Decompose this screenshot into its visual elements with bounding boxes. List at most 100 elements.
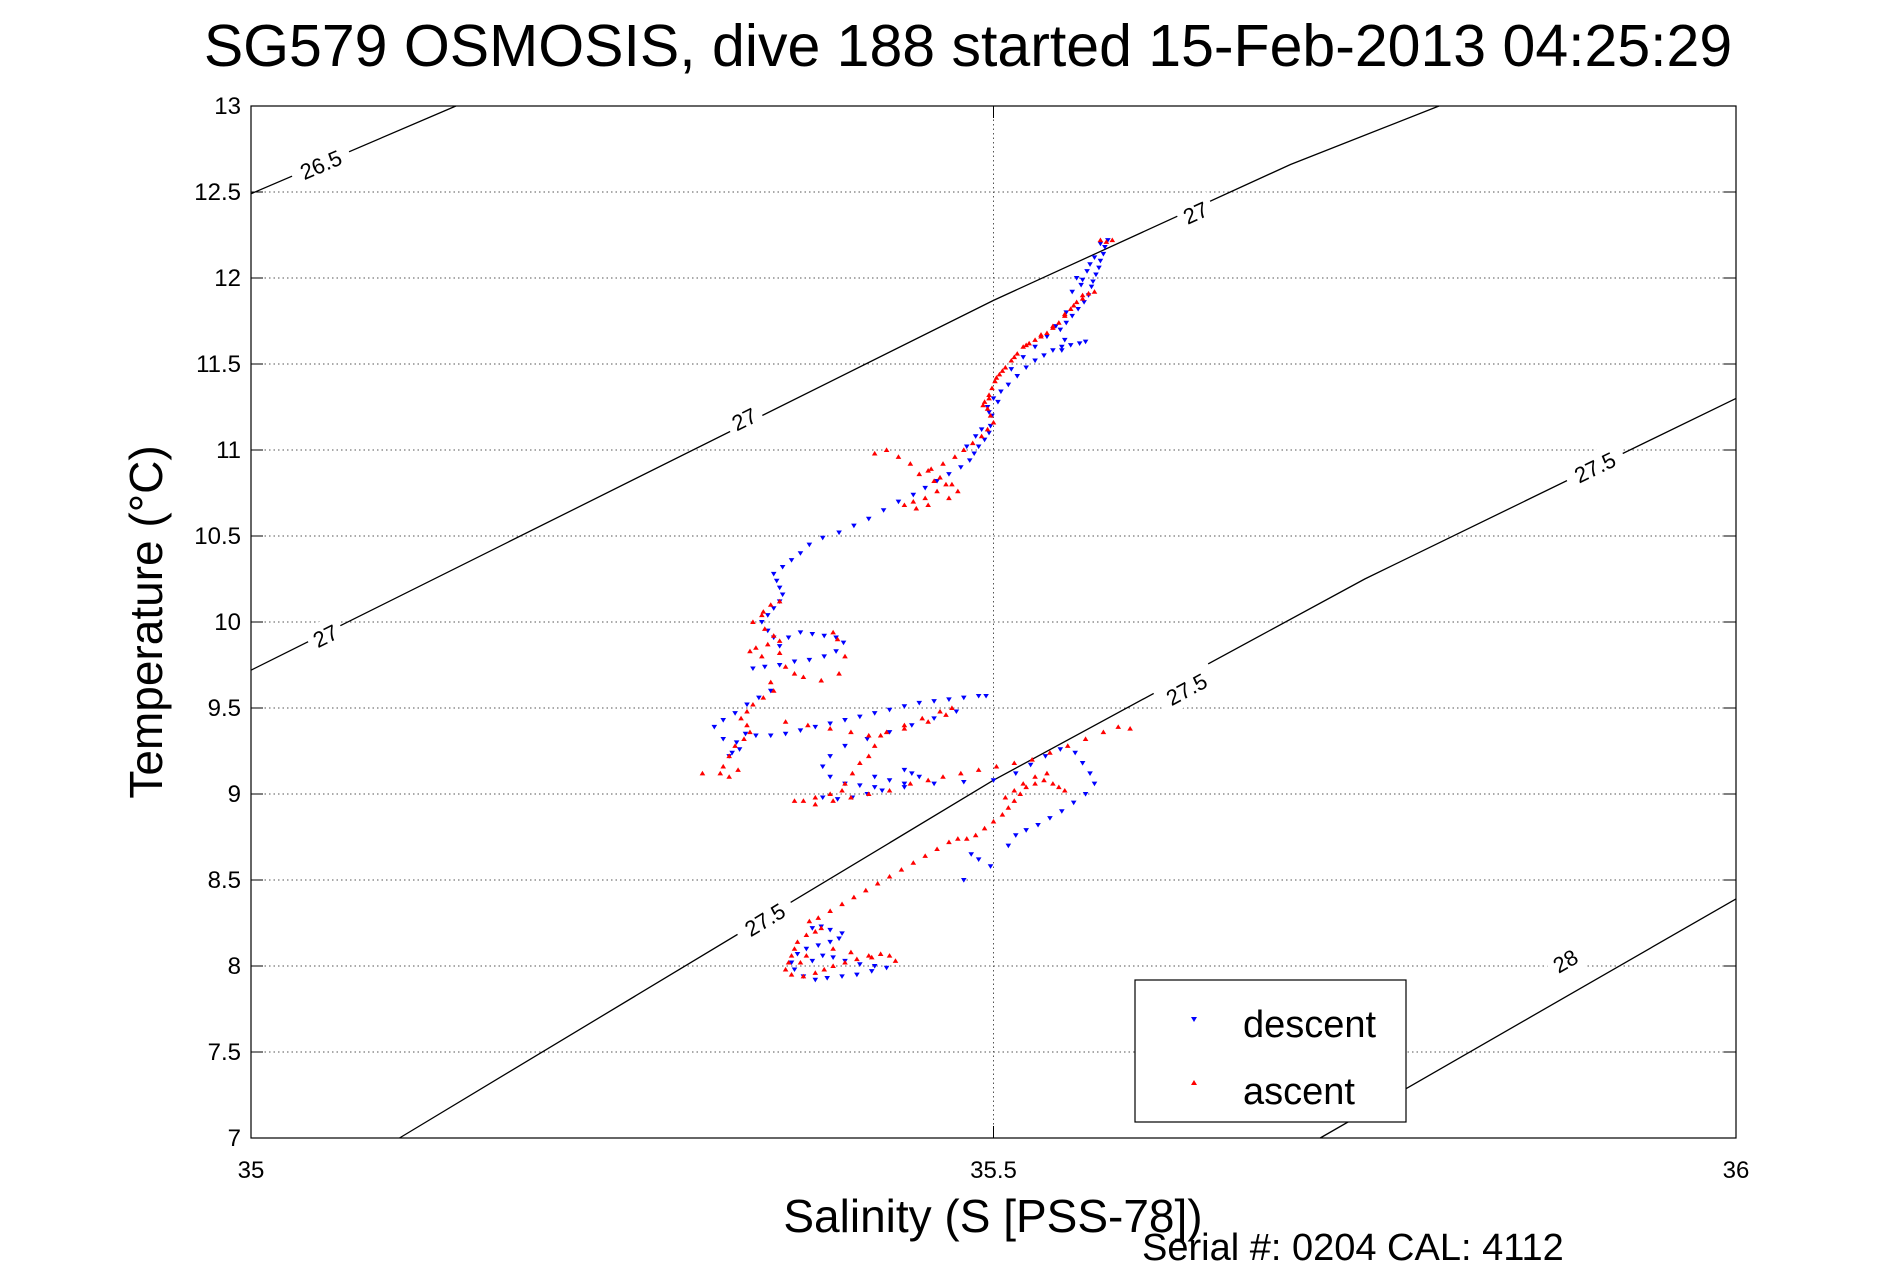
descent-point <box>776 644 783 649</box>
density-contour-line <box>250 105 1440 671</box>
ascent-point <box>815 915 822 920</box>
descent-point <box>1105 238 1111 243</box>
ascent-point <box>980 402 986 408</box>
descent-point <box>901 767 908 773</box>
ascent-point <box>791 946 798 951</box>
ascent-point <box>1100 729 1107 735</box>
descent-point <box>934 478 940 484</box>
descent-point <box>901 781 908 787</box>
contour-label-background <box>302 614 349 658</box>
y-tick-label: 10.5 <box>194 523 241 550</box>
ascent-point <box>759 653 765 659</box>
ascent-point <box>1097 237 1104 243</box>
ascent-point <box>848 949 854 955</box>
legend-descent-label: descent <box>1243 1004 1377 1046</box>
ascent-point <box>1082 736 1089 741</box>
descent-point <box>1093 272 1099 278</box>
contour-label-background <box>721 397 767 441</box>
ascent-point <box>922 853 928 858</box>
ascent-point <box>931 478 937 483</box>
ascent-point <box>750 701 756 707</box>
descent-point <box>839 931 845 936</box>
ascent-point <box>928 466 934 471</box>
descent-point <box>901 704 908 709</box>
descent-point <box>990 778 997 783</box>
ascent-point <box>949 481 955 487</box>
ascent-point <box>919 715 926 721</box>
ascent-point <box>916 471 923 477</box>
serial-cal-footer: Serial #: 0204 CAL: 4112 <box>1142 1227 1564 1262</box>
ascent-point <box>1061 787 1068 793</box>
descent-point <box>779 564 786 570</box>
y-tick-label: 9.5 <box>208 695 241 722</box>
ascent-point <box>717 770 724 776</box>
ascent-point <box>925 777 931 783</box>
descent-point <box>733 740 740 745</box>
ascent-point <box>794 939 801 944</box>
ascent-point <box>892 958 899 963</box>
ascent-point <box>776 598 783 604</box>
descent-point <box>975 693 982 699</box>
descent-point <box>998 389 1004 395</box>
descent-point <box>762 664 768 670</box>
descent-point <box>759 620 765 625</box>
ascent-point <box>1067 306 1074 311</box>
ascent-point <box>937 474 943 480</box>
ascent-point <box>1061 311 1068 317</box>
descent-point <box>883 965 890 971</box>
descent-point <box>827 927 833 933</box>
density-contour-line <box>250 105 457 195</box>
descent-point <box>812 724 819 730</box>
ascent-point <box>839 901 845 907</box>
descent-point <box>990 396 997 401</box>
ascent-point <box>943 481 949 487</box>
descent-point <box>916 774 923 780</box>
descent-point <box>886 707 893 713</box>
ascent-point <box>986 395 992 401</box>
ascent-point <box>934 846 940 852</box>
descent-point <box>1059 348 1065 353</box>
ascent-point <box>1002 794 1009 800</box>
descent-point <box>1041 353 1047 358</box>
descent-point <box>821 633 828 639</box>
descent-point <box>1032 344 1038 350</box>
descent-point <box>1023 828 1029 833</box>
ascent-point <box>1050 781 1056 786</box>
ascent-point <box>782 719 789 724</box>
ascent-point <box>1044 330 1050 336</box>
descent-point <box>756 695 762 701</box>
descent-point <box>1091 781 1098 787</box>
descent-point <box>961 878 967 883</box>
descent-point <box>1063 320 1070 326</box>
descent-point <box>819 795 826 801</box>
ascent-point <box>1103 239 1110 244</box>
ascent-point <box>782 664 789 669</box>
ascent-point <box>827 908 833 913</box>
ascent-point <box>791 671 798 676</box>
descent-point <box>1069 313 1076 319</box>
descent-point <box>720 718 727 723</box>
ascent-point <box>1026 340 1032 346</box>
descent-point <box>987 423 994 429</box>
ascent-point <box>849 770 856 776</box>
descent-point <box>886 778 893 783</box>
ascent-point <box>946 495 952 501</box>
ascent-point <box>830 963 836 968</box>
ascent-point <box>990 419 997 425</box>
legend-ascent-label: ascent <box>1243 1071 1355 1113</box>
ascent-point <box>1032 781 1038 786</box>
descent-point <box>797 728 804 733</box>
ascent-point <box>925 719 931 724</box>
descent-point <box>1063 310 1070 315</box>
ascent-point <box>812 801 819 807</box>
descent-point <box>839 974 845 979</box>
ascent-point <box>726 774 732 779</box>
contour-label-background <box>1560 440 1630 495</box>
ascent-point <box>821 966 828 972</box>
x-tick-label: 35 <box>238 1157 265 1184</box>
descent-point <box>871 785 878 790</box>
descent-point <box>809 958 816 964</box>
ascent-point <box>895 454 902 459</box>
y-tick-label: 11.5 <box>196 351 241 378</box>
